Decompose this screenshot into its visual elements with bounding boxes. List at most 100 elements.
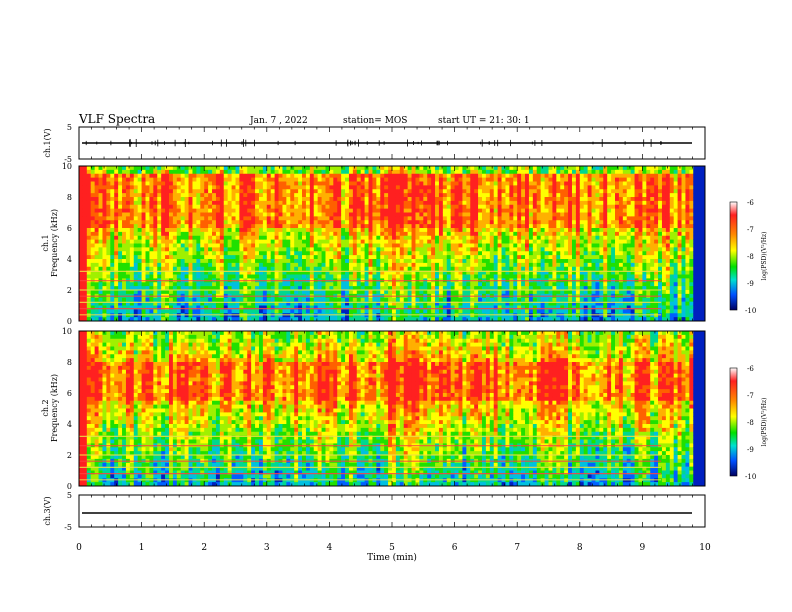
ch1-spectrogram-cell: [247, 193, 252, 198]
ch1-spectrogram-cell: [286, 309, 291, 314]
ch1-spectrogram-cell: [329, 290, 334, 295]
ch1-spectrogram-cell: [556, 197, 561, 202]
ch1-spectrogram-cell: [521, 216, 526, 221]
ch1-spectrogram-cell: [317, 317, 322, 322]
ch1-spectrogram-cell: [239, 259, 244, 264]
ch1-spectrogram-cell: [462, 169, 467, 175]
ch1-spectrogram-cell: [149, 200, 154, 206]
ch1-spectrogram-cell: [243, 270, 248, 275]
ch1-spectrogram-cell: [251, 239, 256, 244]
ch1-spectrogram-cell: [106, 282, 111, 287]
ch1-spectrogram-cell: [481, 259, 487, 264]
ch1-spectrogram-cell: [470, 270, 475, 275]
ch1-spectrogram-cell: [102, 317, 107, 322]
ch1-spectrogram-cell: [98, 197, 103, 202]
ch1-spectrogram-cell: [552, 270, 557, 275]
ch1-spectrogram-cell: [560, 166, 565, 171]
ch1-spectrogram-cell: [454, 166, 459, 171]
ch1-spectrogram-cell: [149, 231, 154, 237]
ch1-spectrogram-cell: [137, 266, 142, 272]
ch1-spectrogram-cell: [321, 173, 326, 179]
ch1-spectrogram-cell: [329, 208, 334, 213]
ch1-spectrogram-cell: [356, 181, 362, 186]
ch1-spectrogram-cell: [200, 200, 205, 206]
ch1-spectrogram-cell: [145, 259, 150, 264]
ch1-spectrogram-cell: [129, 239, 135, 244]
ch1-spectrogram-cell: [102, 197, 107, 202]
ch1-spectrogram-cell: [419, 197, 424, 202]
ch1-spectrogram-cell: [337, 220, 342, 225]
ch1-spectrogram-cell: [544, 204, 549, 210]
ch1-spectrogram-cell: [243, 181, 248, 186]
ch1-spectrogram-cell: [133, 200, 139, 206]
ch1-spectrogram-cell: [239, 169, 244, 175]
ch1-spectrogram-cell: [388, 231, 393, 237]
ch1-spectrogram-cell: [501, 255, 506, 260]
ch1-spectrogram-cell: [153, 305, 158, 310]
ch1-spectrogram-cell: [255, 305, 260, 310]
ch1-spectrogram-cell: [321, 247, 326, 252]
ch1-spectrogram-cell: [145, 189, 150, 194]
ch1-spectrogram-cell: [165, 274, 170, 279]
ch1-spectrogram-cell: [313, 251, 319, 256]
ch1-spectrogram-cell: [485, 185, 491, 190]
ch1-spectrogram-cell: [90, 259, 96, 264]
ch1-spectrogram-cell: [392, 220, 397, 225]
ch1-spectrogram-cell: [376, 231, 381, 237]
ch1-spectrogram-cell: [227, 235, 232, 241]
ch1-spectrogram-cell: [485, 228, 491, 233]
ch1-spectrogram-cell: [82, 317, 88, 322]
ch1-spectrogram-cell: [298, 239, 303, 244]
ch1-spectrogram-cell: [438, 220, 444, 225]
ch1-spectrogram-cell: [243, 228, 248, 233]
ch1-spectrogram-cell: [337, 224, 342, 229]
ch1-spectrogram-cell: [125, 259, 131, 264]
ch1-spectrogram-cell: [235, 220, 240, 225]
ch1-spectrogram-cell: [278, 220, 283, 225]
ch1-spectrogram-cell: [528, 224, 534, 229]
ch1-spectrogram-cell: [118, 251, 123, 256]
ch1-spectrogram-cell: [497, 247, 502, 252]
ch1-spectrogram-cell: [258, 239, 264, 244]
ch1-spectrogram-cell: [384, 220, 389, 225]
ch1-spectrogram-cell: [165, 208, 170, 213]
ch1-spectrogram-cell: [294, 173, 299, 179]
ch1-spectrogram-cell: [411, 166, 416, 171]
ch1-spectrogram-cell: [270, 274, 276, 279]
ch1-spectrogram-cell: [176, 197, 182, 202]
ch1-spectrogram-cell: [384, 204, 389, 210]
ch1-spectrogram-cell: [180, 228, 186, 233]
ch1-spectrogram-cell: [325, 216, 330, 221]
ch1-spectrogram-cell: [345, 185, 350, 190]
ch1-spectrogram-cell: [192, 259, 197, 264]
ch1-spectrogram-cell: [204, 181, 209, 186]
ch1-spectrogram-cell: [513, 212, 518, 217]
ch1-spectrogram-cell: [282, 305, 287, 310]
ch1-spectrogram-cell: [376, 286, 381, 291]
ch1-spectrogram-cell: [243, 259, 248, 264]
ch1-spectrogram-cell: [176, 270, 182, 275]
ch1-spectrogram-cell: [110, 216, 115, 221]
ch1-spectrogram-cell: [129, 204, 135, 210]
ch1-spectrogram-cell: [513, 317, 518, 322]
ch1-spectrogram-cell: [243, 208, 248, 213]
ch1-spectrogram-cell: [200, 266, 205, 272]
ch1-spectrogram-cell: [501, 231, 506, 237]
ch1-spectrogram-cell: [337, 305, 342, 310]
ch1-spectrogram-cell: [368, 262, 373, 268]
ch1-spectrogram-cell: [372, 266, 377, 272]
ch1-spectrogram-cell: [481, 235, 487, 241]
ch1-spectrogram-cell: [489, 309, 495, 314]
ch1-spectrogram-cell: [392, 208, 397, 213]
ch1-spectrogram-cell: [548, 181, 553, 186]
ch1-spectrogram-cell: [302, 247, 307, 252]
ch1-spectrogram-cell: [388, 262, 393, 268]
ch1-spectrogram-cell: [243, 189, 248, 194]
ch1-spectrogram-cell: [82, 297, 88, 303]
ch1-spectrogram-cell: [399, 270, 405, 275]
ch1-spectrogram-cell: [86, 169, 92, 175]
ch1-spectrogram-cell: [102, 173, 107, 179]
ch1-spectrogram-cell: [223, 266, 229, 272]
ch1-spectrogram-cell: [458, 220, 463, 225]
ch1-spectrogram-cell: [544, 317, 549, 322]
